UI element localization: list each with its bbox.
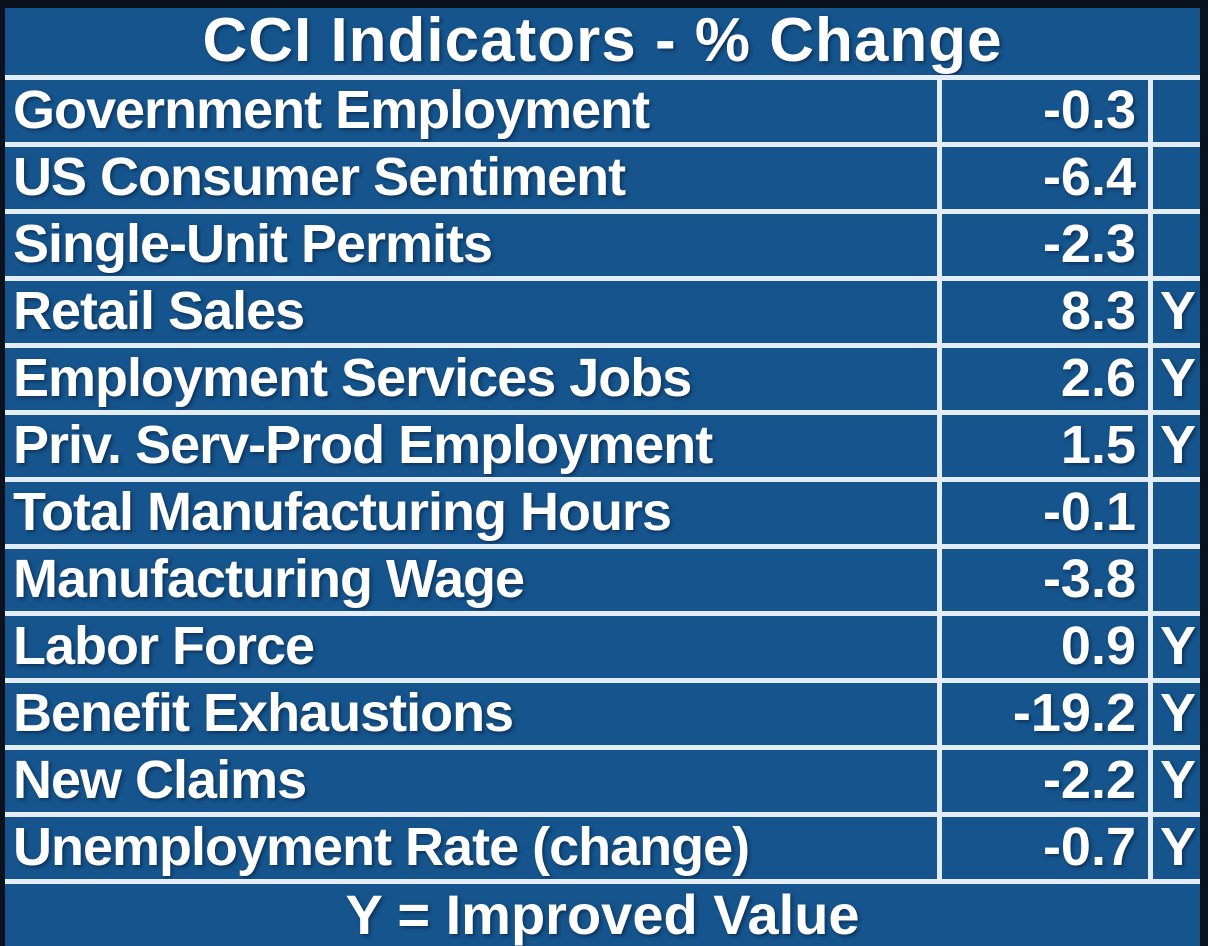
indicator-value: -3.8 xyxy=(937,549,1148,611)
improved-flag: Y xyxy=(1148,415,1200,477)
table-row: US Consumer Sentiment -6.4 xyxy=(5,147,1200,214)
indicator-label: US Consumer Sentiment xyxy=(13,147,626,207)
indicator-label: Labor Force xyxy=(13,616,315,676)
indicator-value: -0.3 xyxy=(937,80,1148,142)
table-row: Manufacturing Wage -3.8 xyxy=(5,549,1200,616)
indicator-label: Priv. Serv-Prod Employment xyxy=(13,415,713,475)
table-row: Retail Sales 8.3 Y xyxy=(5,281,1200,348)
table-row: Priv. Serv-Prod Employment 1.5 Y xyxy=(5,415,1200,482)
improved-flag xyxy=(1148,214,1200,276)
table-title: CCI Indicators - % Change xyxy=(202,8,1003,75)
improved-flag: Y xyxy=(1148,616,1200,678)
indicator-value: 0.9 xyxy=(937,616,1148,678)
improved-flag: Y xyxy=(1148,348,1200,410)
indicator-label: Unemployment Rate (change) xyxy=(13,817,750,877)
indicator-value: -0.1 xyxy=(937,482,1148,544)
indicator-label: Single-Unit Permits xyxy=(13,214,493,274)
indicator-label: Manufacturing Wage xyxy=(13,549,525,609)
table-row: Government Employment -0.3 xyxy=(5,80,1200,147)
table-row: New Claims -2.2 Y xyxy=(5,750,1200,817)
table-row: Unemployment Rate (change) -0.7 Y xyxy=(5,817,1200,884)
improved-flag: Y xyxy=(1148,281,1200,343)
indicator-label: Benefit Exhaustions xyxy=(13,683,514,743)
improved-flag xyxy=(1148,549,1200,611)
improved-flag: Y xyxy=(1148,817,1200,879)
table-footer-row: Y = Improved Value xyxy=(5,884,1200,946)
indicator-value: 2.6 xyxy=(937,348,1148,410)
improved-flag xyxy=(1148,482,1200,544)
indicator-value: 8.3 xyxy=(937,281,1148,343)
improved-flag: Y xyxy=(1148,750,1200,812)
table-row: Employment Services Jobs 2.6 Y xyxy=(5,348,1200,415)
indicator-label: Total Manufacturing Hours xyxy=(13,482,672,542)
indicator-label: New Claims xyxy=(13,750,307,810)
indicator-value: -2.3 xyxy=(937,214,1148,276)
table-row: Total Manufacturing Hours -0.1 xyxy=(5,482,1200,549)
table-row: Labor Force 0.9 Y xyxy=(5,616,1200,683)
indicator-value: -6.4 xyxy=(937,147,1148,209)
footer-note: Y = Improved Value xyxy=(345,884,860,946)
indicator-label: Employment Services Jobs xyxy=(13,348,692,408)
improved-flag: Y xyxy=(1148,683,1200,745)
indicator-value: 1.5 xyxy=(937,415,1148,477)
table-row: Single-Unit Permits -2.3 xyxy=(5,214,1200,281)
indicator-value: -0.7 xyxy=(937,817,1148,879)
indicator-label: Government Employment xyxy=(13,80,650,140)
table-title-row: CCI Indicators - % Change xyxy=(5,8,1200,80)
indicator-value: -2.2 xyxy=(937,750,1148,812)
improved-flag xyxy=(1148,147,1200,209)
indicator-value: -19.2 xyxy=(937,683,1148,745)
improved-flag xyxy=(1148,80,1200,142)
indicator-label: Retail Sales xyxy=(13,281,305,341)
table-row: Benefit Exhaustions -19.2 Y xyxy=(5,683,1200,750)
